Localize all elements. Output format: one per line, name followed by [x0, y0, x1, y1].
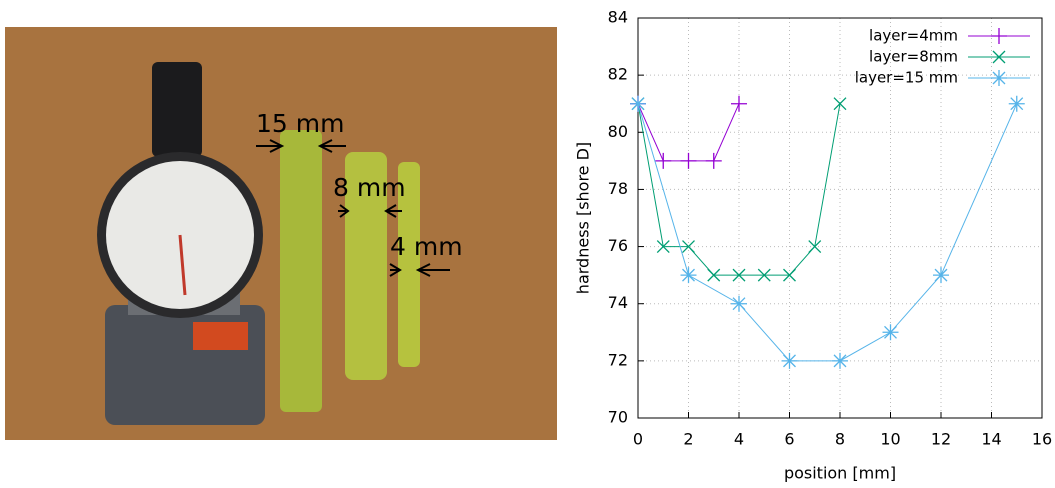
marker — [832, 352, 848, 369]
sample-15mm — [280, 130, 322, 412]
x-tick-label: 4 — [734, 430, 744, 449]
marker — [655, 152, 672, 169]
y-tick-label: 80 — [608, 122, 628, 141]
marker — [808, 240, 822, 254]
legend-label: layer=8mm — [869, 48, 958, 66]
marker — [757, 268, 771, 282]
marker — [682, 240, 695, 254]
marker — [680, 152, 697, 169]
legend-marker — [991, 28, 1007, 44]
legend-label: layer=4mm — [869, 27, 958, 45]
marker — [707, 268, 721, 282]
marker — [783, 268, 796, 282]
x-tick-label: 2 — [683, 430, 693, 449]
photo-label: 4 mm — [390, 232, 463, 261]
arrow-8 — [338, 204, 402, 218]
marker — [731, 95, 747, 112]
marker — [656, 240, 670, 254]
x-tick-label: 12 — [931, 430, 951, 449]
x-axis-label: position [mm] — [784, 464, 896, 483]
legend-marker — [992, 50, 1006, 64]
x-tick-label: 16 — [1032, 430, 1052, 449]
x-tick-label: 14 — [981, 430, 1001, 449]
y-tick-label: 82 — [608, 65, 628, 84]
marker — [882, 324, 899, 341]
photo-label: 8 mm — [333, 173, 406, 202]
sample-4mm — [398, 162, 420, 367]
y-tick-label: 72 — [608, 350, 628, 369]
gauge-logo — [193, 322, 248, 350]
marker — [933, 267, 949, 284]
gauge-needle — [178, 234, 187, 296]
series-line — [637, 103, 740, 162]
photo: 15 mm 8 mm 4 mm — [5, 27, 557, 440]
series-line — [637, 103, 1018, 362]
arrow-15 — [256, 139, 346, 153]
marker — [732, 268, 746, 282]
arrow-4 — [389, 263, 450, 277]
y-tick-label: 78 — [608, 179, 628, 198]
y-tick-label: 76 — [608, 236, 628, 255]
marker — [680, 267, 697, 284]
legend-marker — [991, 70, 1007, 86]
marker — [781, 352, 798, 369]
plot-frame — [637, 17, 1043, 419]
x-tick-label: 0 — [633, 430, 643, 449]
legend-label: layer=15 mm — [855, 69, 958, 87]
marker — [705, 152, 722, 169]
x-tick-label: 8 — [835, 430, 845, 449]
sample-8mm — [345, 152, 387, 380]
x-tick-label: 10 — [880, 430, 900, 449]
y-tick-label: 74 — [608, 293, 628, 312]
y-tick-label: 84 — [608, 8, 628, 27]
x-tick-label: 6 — [784, 430, 794, 449]
marker — [1008, 95, 1025, 112]
marker — [731, 295, 747, 312]
photo-label: 15 mm — [256, 109, 344, 138]
y-tick-label: 70 — [608, 408, 628, 427]
marker — [833, 97, 847, 111]
y-axis-label: hardness [shore D] — [574, 142, 593, 294]
marker — [630, 95, 646, 112]
gauge-top — [152, 62, 202, 157]
